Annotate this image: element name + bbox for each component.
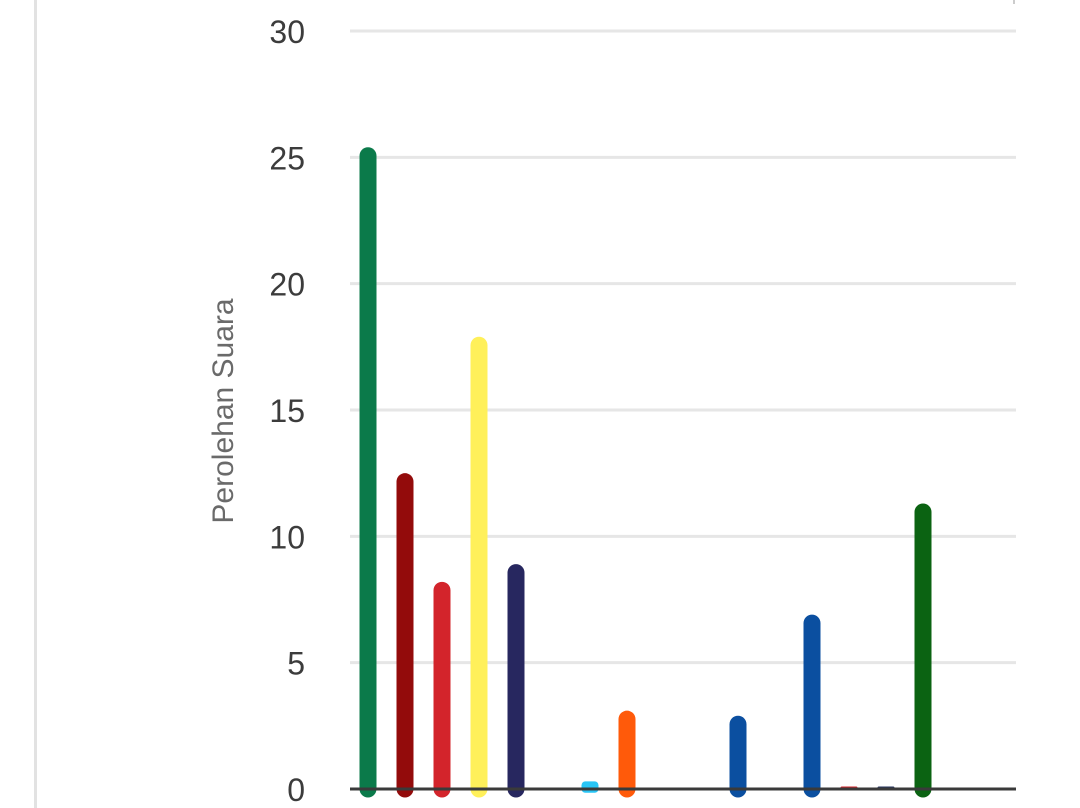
y-tick-label: 25 — [269, 140, 305, 176]
bar — [729, 715, 747, 798]
y-tick-label: 20 — [269, 267, 305, 303]
y-axis-label: Perolehan Suara — [207, 298, 240, 523]
bar — [507, 564, 525, 798]
bar — [914, 503, 932, 798]
y-tick-label: 10 — [269, 519, 305, 555]
bar — [618, 710, 636, 798]
bar — [359, 147, 377, 798]
bar — [396, 473, 414, 798]
gridlines — [350, 29, 1016, 665]
y-tick-label: 0 — [287, 772, 305, 808]
bar — [581, 781, 599, 793]
bars — [359, 147, 932, 798]
page-left-border — [34, 0, 37, 808]
bar — [803, 614, 821, 798]
bar — [470, 336, 488, 798]
y-axis-ticks: 0 5 10 15 20 25 30 — [269, 14, 305, 808]
y-tick-label: 5 — [287, 646, 305, 682]
y-tick-label: 15 — [269, 393, 305, 429]
y-tick-label: 30 — [269, 14, 305, 50]
bar — [433, 581, 451, 798]
